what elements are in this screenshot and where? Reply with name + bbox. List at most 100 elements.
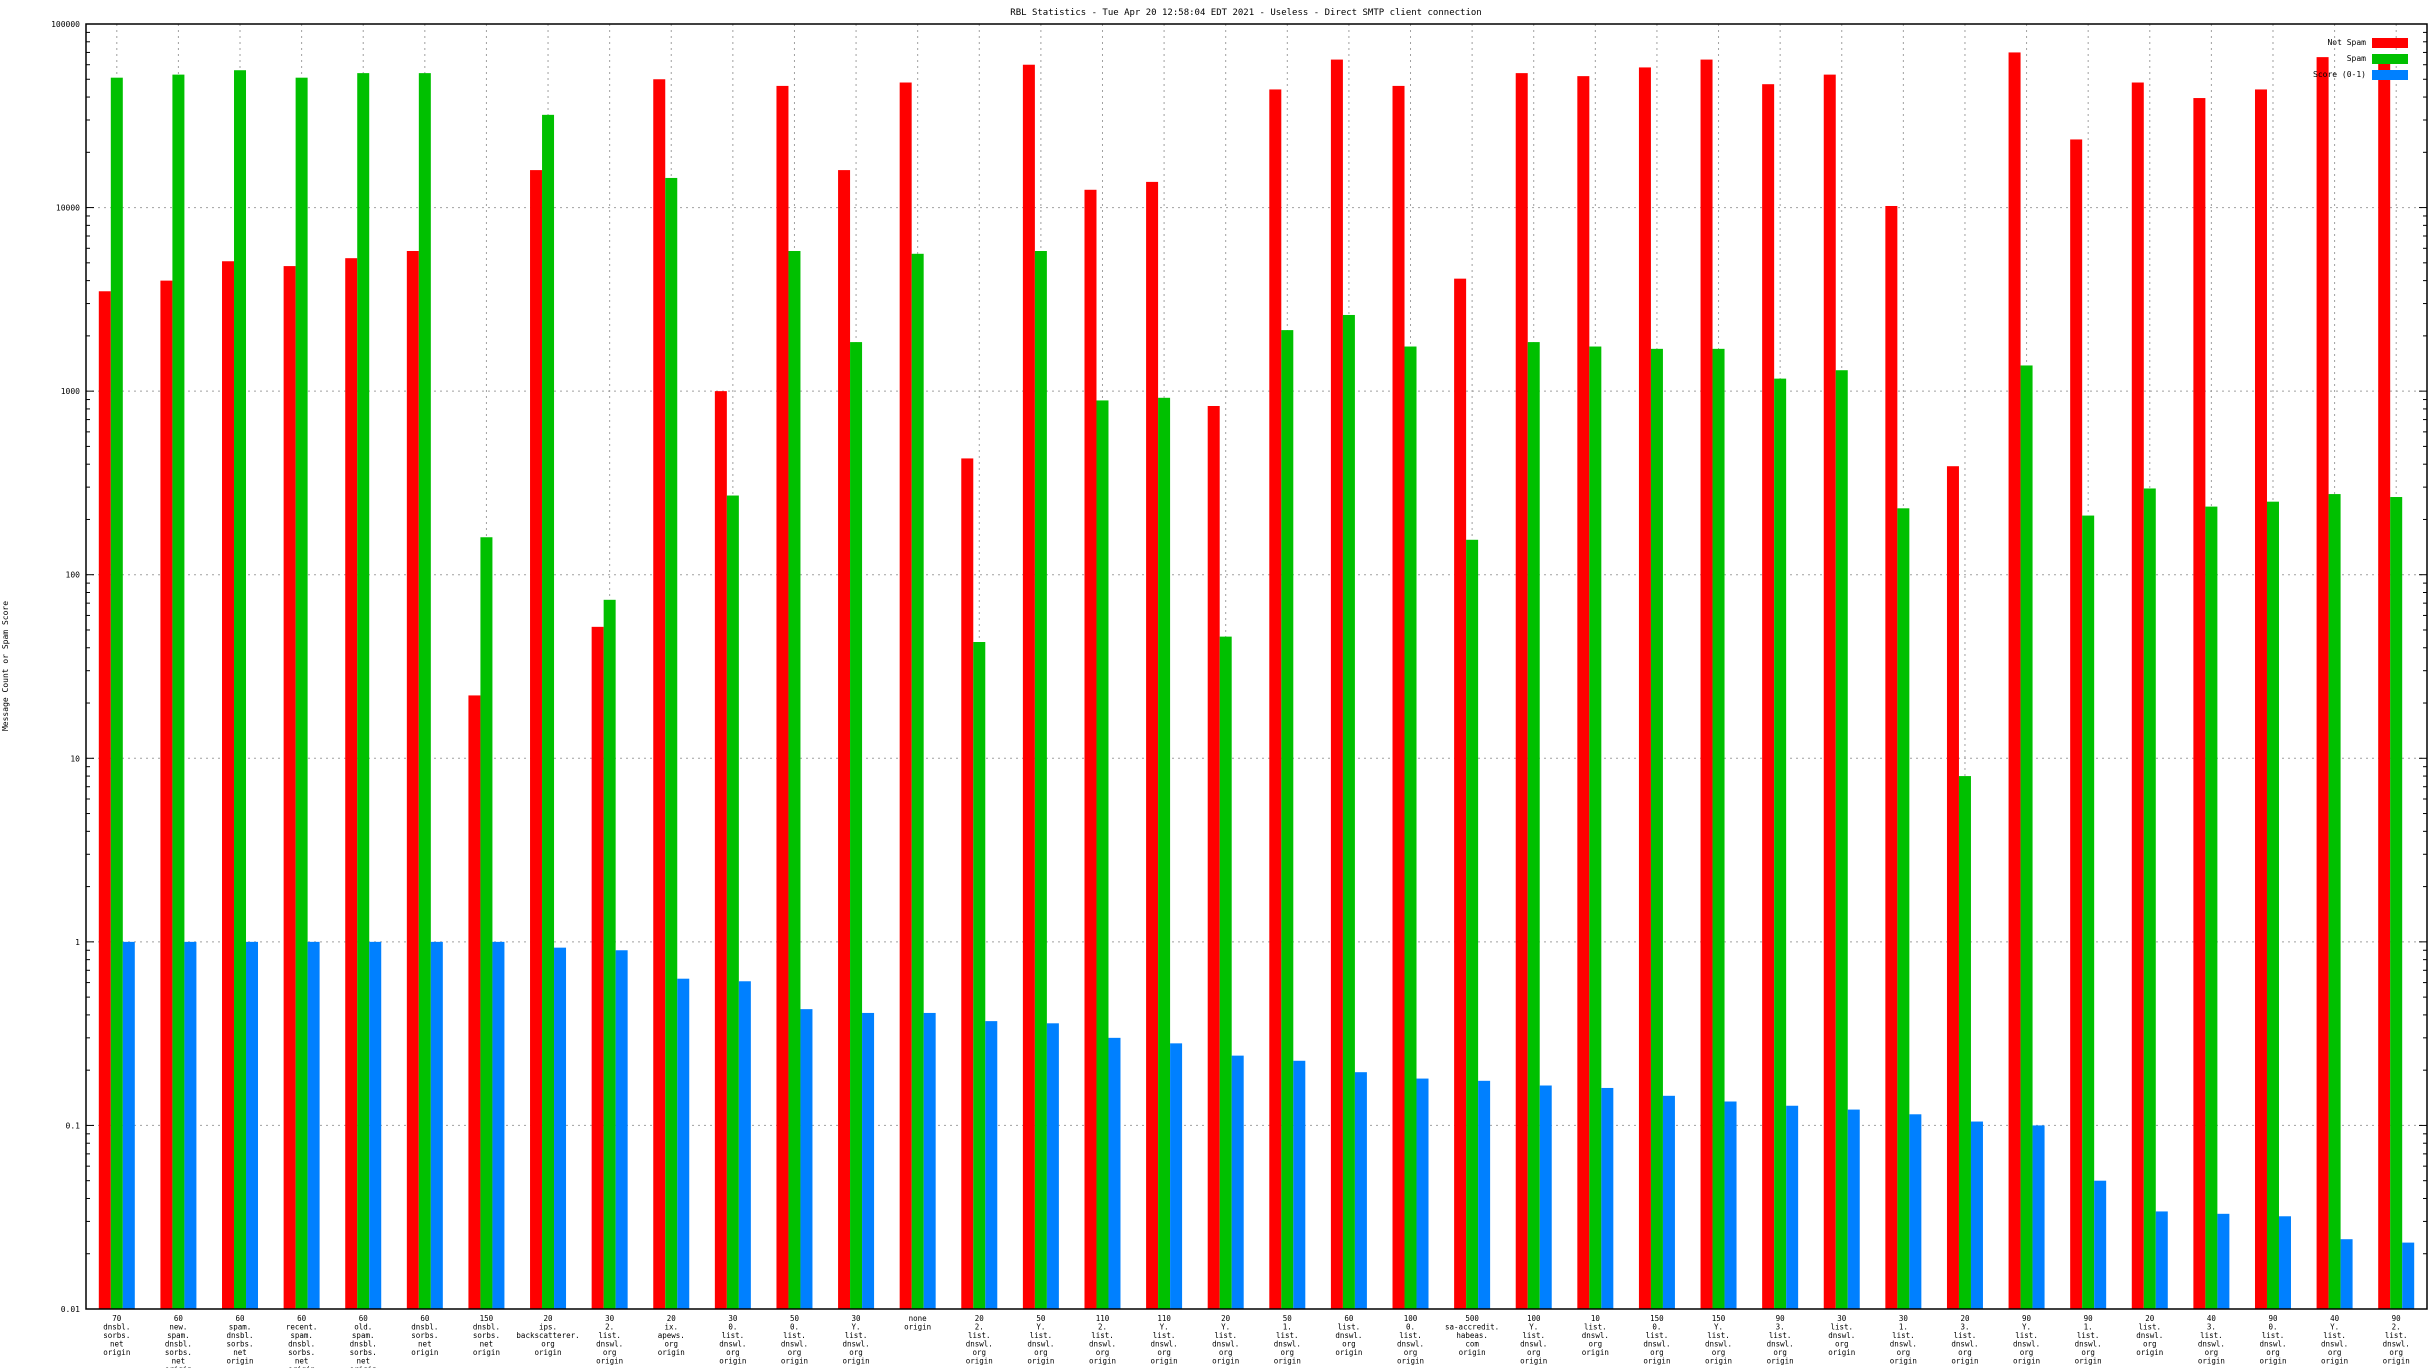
bar-spam — [2328, 494, 2341, 1309]
bar-spam — [2390, 497, 2403, 1309]
bar-spam — [1342, 314, 1355, 1310]
bar-spam — [418, 73, 431, 1309]
x-tick-label: 20 3. list. dnswl. org origin — [1951, 1314, 1978, 1366]
x-tick-label: 30 1. list. dnswl. org origin — [1890, 1314, 1917, 1366]
bar-score-0-1 — [862, 1012, 875, 1309]
bar-not-spam — [591, 626, 604, 1309]
bar-spam — [726, 495, 739, 1310]
bar-spam — [788, 250, 801, 1310]
bar-not-spam — [2316, 57, 2329, 1309]
bar-score-0-1 — [2402, 1242, 2415, 1309]
x-tick-label: 30 Y. list. dnswl. org origin — [843, 1314, 870, 1366]
bar-score-0-1 — [985, 1021, 998, 1309]
bar-spam — [295, 77, 308, 1309]
bar-not-spam — [2254, 89, 2267, 1309]
bar-not-spam — [2378, 59, 2391, 1309]
x-tick-label: 20 ips. backscatterer. org origin — [516, 1314, 579, 1357]
bar-spam — [234, 70, 247, 1310]
bar-spam — [973, 641, 986, 1309]
bar-spam — [1527, 342, 1540, 1309]
bar-score-0-1 — [122, 941, 135, 1309]
x-tick-label: 90 2. list. dnswl. org origin — [2383, 1314, 2410, 1366]
bar-not-spam — [468, 695, 481, 1309]
bar-not-spam — [2193, 98, 2206, 1310]
y-axis-label: Message Count or Spam Score — [1, 601, 10, 731]
bar-score-0-1 — [1847, 1109, 1860, 1309]
bar-not-spam — [714, 391, 727, 1310]
bar-score-0-1 — [1786, 1105, 1799, 1309]
x-tick-label: 50 Y. list. dnswl. org origin — [1027, 1314, 1054, 1366]
bar-not-spam — [2131, 82, 2144, 1309]
x-tick-label: 60 spam. dnsbl. sorbs. net origin — [226, 1314, 253, 1366]
bar-not-spam — [1823, 74, 1836, 1309]
bar-spam — [1712, 348, 1725, 1310]
bar-not-spam — [1515, 73, 1528, 1309]
bar-spam — [1835, 370, 1848, 1310]
bar-score-0-1 — [1909, 1114, 1922, 1309]
x-tick-label: 40 3. list. dnswl. org origin — [2198, 1314, 2225, 1366]
bar-not-spam — [1762, 84, 1775, 1309]
y-tick-label: 0.1 — [66, 1121, 81, 1130]
x-tick-label: 90 1. list. dnswl. org origin — [2075, 1314, 2102, 1366]
bar-not-spam — [1207, 405, 1220, 1309]
bar-not-spam — [1454, 278, 1467, 1309]
bar-spam — [911, 253, 924, 1310]
bar-spam — [1650, 348, 1663, 1310]
bar-score-0-1 — [1108, 1037, 1121, 1309]
bar-score-0-1 — [2340, 1239, 2353, 1309]
bar-score-0-1 — [430, 941, 443, 1309]
bar-spam — [1589, 346, 1602, 1309]
x-tick-label: 90 0. list. dnswl. org origin — [2259, 1314, 2286, 1366]
x-tick-label: 500 sa-accredit. habeas. com origin — [1445, 1314, 1499, 1357]
legend-swatch — [2372, 54, 2408, 64]
chart-title: RBL Statistics - Tue Apr 20 12:58:04 EDT… — [1010, 8, 1481, 18]
bar-spam — [542, 114, 555, 1309]
bar-score-0-1 — [677, 978, 690, 1309]
x-tick-label: 110 Y. list. dnswl. org origin — [1151, 1314, 1178, 1366]
bar-not-spam — [1330, 59, 1343, 1309]
bar-spam — [2082, 515, 2095, 1309]
bar-score-0-1 — [1724, 1101, 1737, 1309]
legend-label: Spam — [2347, 54, 2366, 63]
legend-swatch — [2372, 38, 2408, 48]
bar-spam — [1219, 636, 1232, 1309]
x-tick-label: 110 2. list. dnswl. org origin — [1089, 1314, 1116, 1366]
plot-frame — [85, 23, 2428, 1310]
legend-swatch — [2372, 70, 2408, 80]
bar-score-0-1 — [1293, 1060, 1306, 1309]
bar-score-0-1 — [923, 1012, 936, 1309]
bar-score-0-1 — [800, 1009, 813, 1309]
y-tick-labels: 0.01 0.1 1 10 100 1000 10000 100000 — [51, 20, 80, 1314]
bar-spam — [2020, 365, 2033, 1309]
x-tick-label: 20 Y. list. dnswl. org origin — [1212, 1314, 1239, 1366]
x-tick-label: 70 dnsbl. sorbs. net origin — [103, 1314, 130, 1357]
bar-score-0-1 — [1046, 1023, 1059, 1309]
x-tick-label: 30 0. list. dnswl. org origin — [719, 1314, 746, 1366]
x-tick-label: 30 list. dnswl. org origin — [1828, 1314, 1855, 1357]
bar-not-spam — [406, 250, 419, 1310]
x-tick-label: none origin — [904, 1314, 931, 1332]
bar-spam — [1034, 250, 1047, 1310]
bar-score-0-1 — [1354, 1072, 1367, 1309]
bar-score-0-1 — [492, 941, 505, 1309]
x-tick-label: 100 0. list. dnswl. org origin — [1397, 1314, 1424, 1366]
bar-score-0-1 — [1970, 1121, 1983, 1309]
bar-not-spam — [1885, 205, 1898, 1309]
legend-label: Score (0-1) — [2313, 70, 2366, 79]
bars-layer — [98, 52, 2415, 1310]
bar-not-spam — [1269, 89, 1282, 1309]
legend-label: Not Spam — [2327, 38, 2366, 47]
bar-score-0-1 — [2155, 1211, 2168, 1309]
x-tick-label: 10 list. dnswl. org origin — [1582, 1314, 1609, 1357]
legend: Not Spam Spam Score (0-1) — [2313, 38, 2408, 80]
bar-not-spam — [1022, 64, 1035, 1309]
bar-spam — [2143, 488, 2156, 1309]
x-tick-label: 90 3. list. dnswl. org origin — [1767, 1314, 1794, 1366]
bar-spam — [665, 177, 678, 1310]
bar-score-0-1 — [1231, 1055, 1244, 1309]
bar-not-spam — [98, 291, 111, 1309]
bar-not-spam — [283, 266, 296, 1309]
bar-score-0-1 — [1601, 1087, 1614, 1309]
bar-spam — [1404, 346, 1417, 1309]
